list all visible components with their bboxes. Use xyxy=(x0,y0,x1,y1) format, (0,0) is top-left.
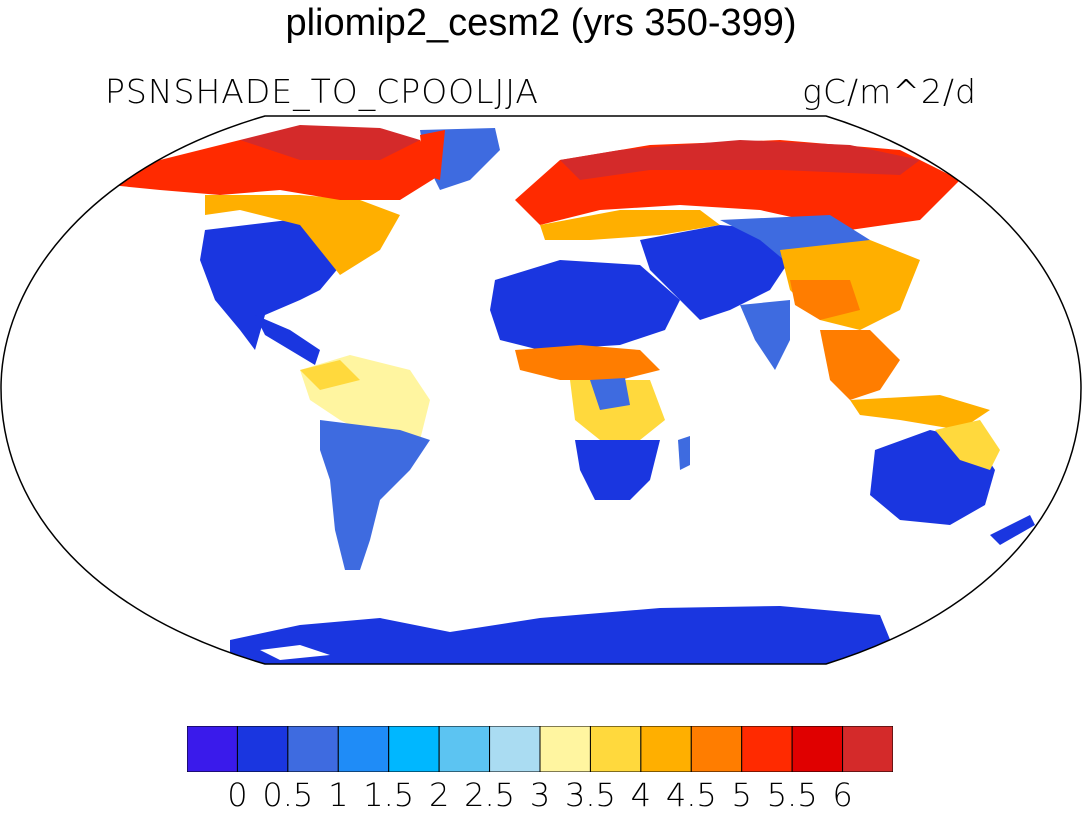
colorbar-tick-label: 3 xyxy=(529,776,551,814)
colorbar-tick-label: 2.5 xyxy=(464,776,516,814)
colorbar-tick-label: 2 xyxy=(428,776,450,814)
colorbar-tick-label: 3.5 xyxy=(564,776,616,814)
europe-south xyxy=(540,210,720,240)
variable-label: PSNSHADE_TO_CPOOLJJA xyxy=(105,72,539,111)
colorbar-swatch xyxy=(539,726,591,772)
africa-sahel xyxy=(515,345,660,380)
map-title: pliomip2_cesm2 (yrs 350-399) xyxy=(285,2,797,44)
colorbar-swatch xyxy=(741,726,793,772)
colorbar-swatch xyxy=(187,726,238,772)
colorbar-tick-label: 4.5 xyxy=(665,776,717,814)
colorbar-tick-label: 4 xyxy=(630,776,652,814)
colorbar-swatch xyxy=(690,726,743,772)
colorbar-tick-label: 0 xyxy=(227,776,248,814)
middle-east xyxy=(640,225,790,320)
indonesia xyxy=(850,395,990,430)
south-america-south xyxy=(320,420,430,570)
colorbar-swatch xyxy=(489,726,541,772)
colorbar-swatch xyxy=(337,726,390,772)
central-america xyxy=(255,315,320,365)
colorbar-swatch xyxy=(640,726,692,772)
variable-name: PSNSHADE_TO_CPOOL xyxy=(105,72,495,111)
map-boundary xyxy=(0,115,1082,665)
africa-north xyxy=(490,260,680,350)
colorbar-swatch xyxy=(287,726,339,772)
colorbar-tick-label: 1 xyxy=(328,776,349,814)
india xyxy=(740,300,790,370)
colorbar-tick-label: 0.5 xyxy=(262,776,314,814)
colorbar-swatch xyxy=(842,726,893,772)
colorbar-swatch xyxy=(438,726,491,772)
colorbar-tick-label: 1.5 xyxy=(363,776,415,814)
colorbar-tick-label: 6 xyxy=(832,776,853,814)
africa-congo xyxy=(590,378,630,410)
colorbar-swatch xyxy=(791,726,844,772)
antarctica xyxy=(230,606,900,664)
map-fill xyxy=(110,125,1035,664)
south-america-mid xyxy=(300,360,360,390)
colorbar-swatch xyxy=(589,726,642,772)
north-america-mid xyxy=(205,195,400,275)
arctic-canada xyxy=(240,125,420,160)
north-america-south xyxy=(200,215,345,350)
greenland-edge xyxy=(420,130,445,180)
new-zealand xyxy=(990,515,1035,545)
antarctica-gap xyxy=(260,645,330,660)
colorbar-tick-label: 5 xyxy=(731,776,752,814)
units-label: gC/m^2/d xyxy=(802,72,977,111)
africa-south xyxy=(575,440,660,500)
colorbar-swatch xyxy=(388,726,440,772)
season-label: JJA xyxy=(494,72,540,111)
tibet xyxy=(790,280,860,320)
eurasia-arctic xyxy=(560,140,920,180)
australia-east xyxy=(935,420,1000,470)
southeast-asia xyxy=(820,330,900,400)
colorbar-tick-label: 5.5 xyxy=(766,776,818,814)
colorbar-labels: 0 0.5 1 1.5 2 2.5 3 3.5 4 4.5 5 5.5 6 xyxy=(0,776,1082,814)
madagascar xyxy=(678,436,690,470)
colorbar-swatch xyxy=(236,726,289,772)
colorbar xyxy=(187,726,893,772)
africa-central xyxy=(570,380,665,440)
